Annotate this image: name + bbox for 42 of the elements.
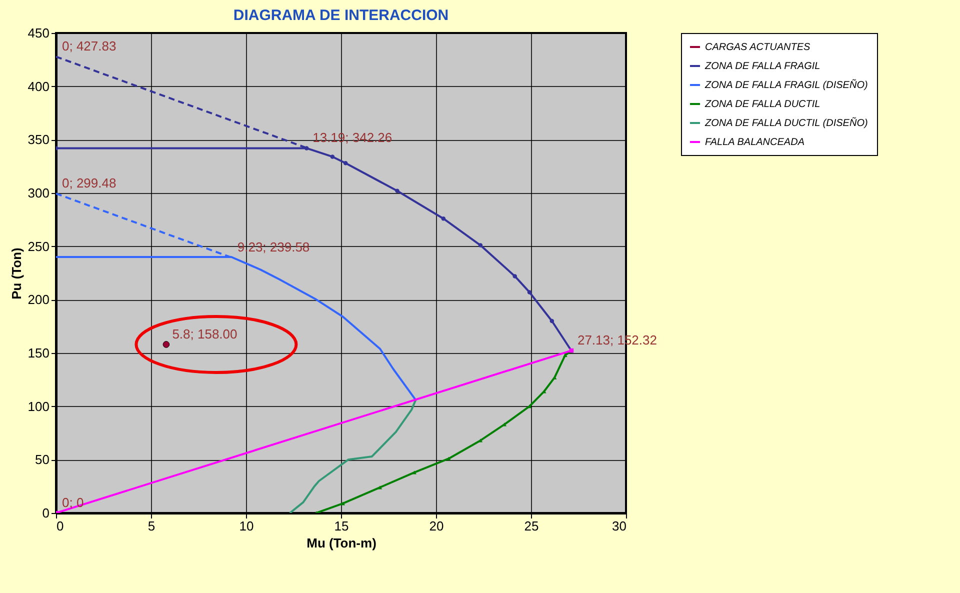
- point: [162, 341, 170, 348]
- y-tick-label: 250: [28, 238, 50, 254]
- y-tick-label: 0: [42, 506, 50, 520]
- y-tick-label: 100: [28, 398, 50, 414]
- x-tick-label: 15: [334, 518, 349, 534]
- y-tick-label: 200: [28, 292, 50, 308]
- legend-label: FALLA BALANCEADA: [705, 137, 805, 148]
- point: [412, 470, 416, 474]
- x-tick-label: 20: [429, 518, 444, 534]
- x-axis-title: Mu (Ton-m): [306, 536, 376, 550]
- y-tick-label: 50: [35, 452, 50, 468]
- point: [527, 290, 532, 294]
- data-label: 5.8; 158.00: [172, 326, 238, 342]
- point: [512, 274, 517, 278]
- point: [446, 456, 451, 460]
- data-label: 0; 427.83: [62, 38, 116, 54]
- point: [330, 154, 335, 159]
- x-tick-label: 30: [612, 518, 626, 534]
- chart-title: DIAGRAMA DE INTERACCION: [233, 7, 449, 24]
- x-tick-label: 25: [524, 518, 539, 534]
- y-axis-title: Pu (Ton): [8, 248, 24, 300]
- y-tick-label: 300: [28, 186, 50, 200]
- point: [563, 353, 568, 357]
- point: [343, 161, 348, 166]
- legend-label: ZONA DE FALLA DUCTIL: [704, 99, 820, 110]
- legend-label: ZONA DE FALLA FRAGIL: [704, 61, 820, 72]
- legend-label: ZONA DE FALLA DUCTIL (DISEÑO): [704, 117, 868, 129]
- data-label: 0; 299.48: [62, 176, 116, 191]
- point: [395, 188, 400, 193]
- line-series: [288, 398, 417, 513]
- x-tick-label: 0: [56, 518, 64, 534]
- x-tick-label: 10: [239, 518, 254, 534]
- y-tick-label: 350: [28, 132, 50, 148]
- legend-label: ZONA DE FALLA FRAGIL (DISEÑO): [704, 79, 868, 91]
- point: [441, 216, 446, 221]
- point: [550, 318, 554, 324]
- y-tick-label: 150: [28, 346, 50, 360]
- y-tick-label: 400: [28, 78, 50, 94]
- legend-label: CARGAS ACTUANTES: [705, 42, 811, 53]
- y-tick-label: 450: [28, 26, 50, 40]
- x-tick-label: 5: [148, 518, 156, 534]
- point: [478, 243, 483, 248]
